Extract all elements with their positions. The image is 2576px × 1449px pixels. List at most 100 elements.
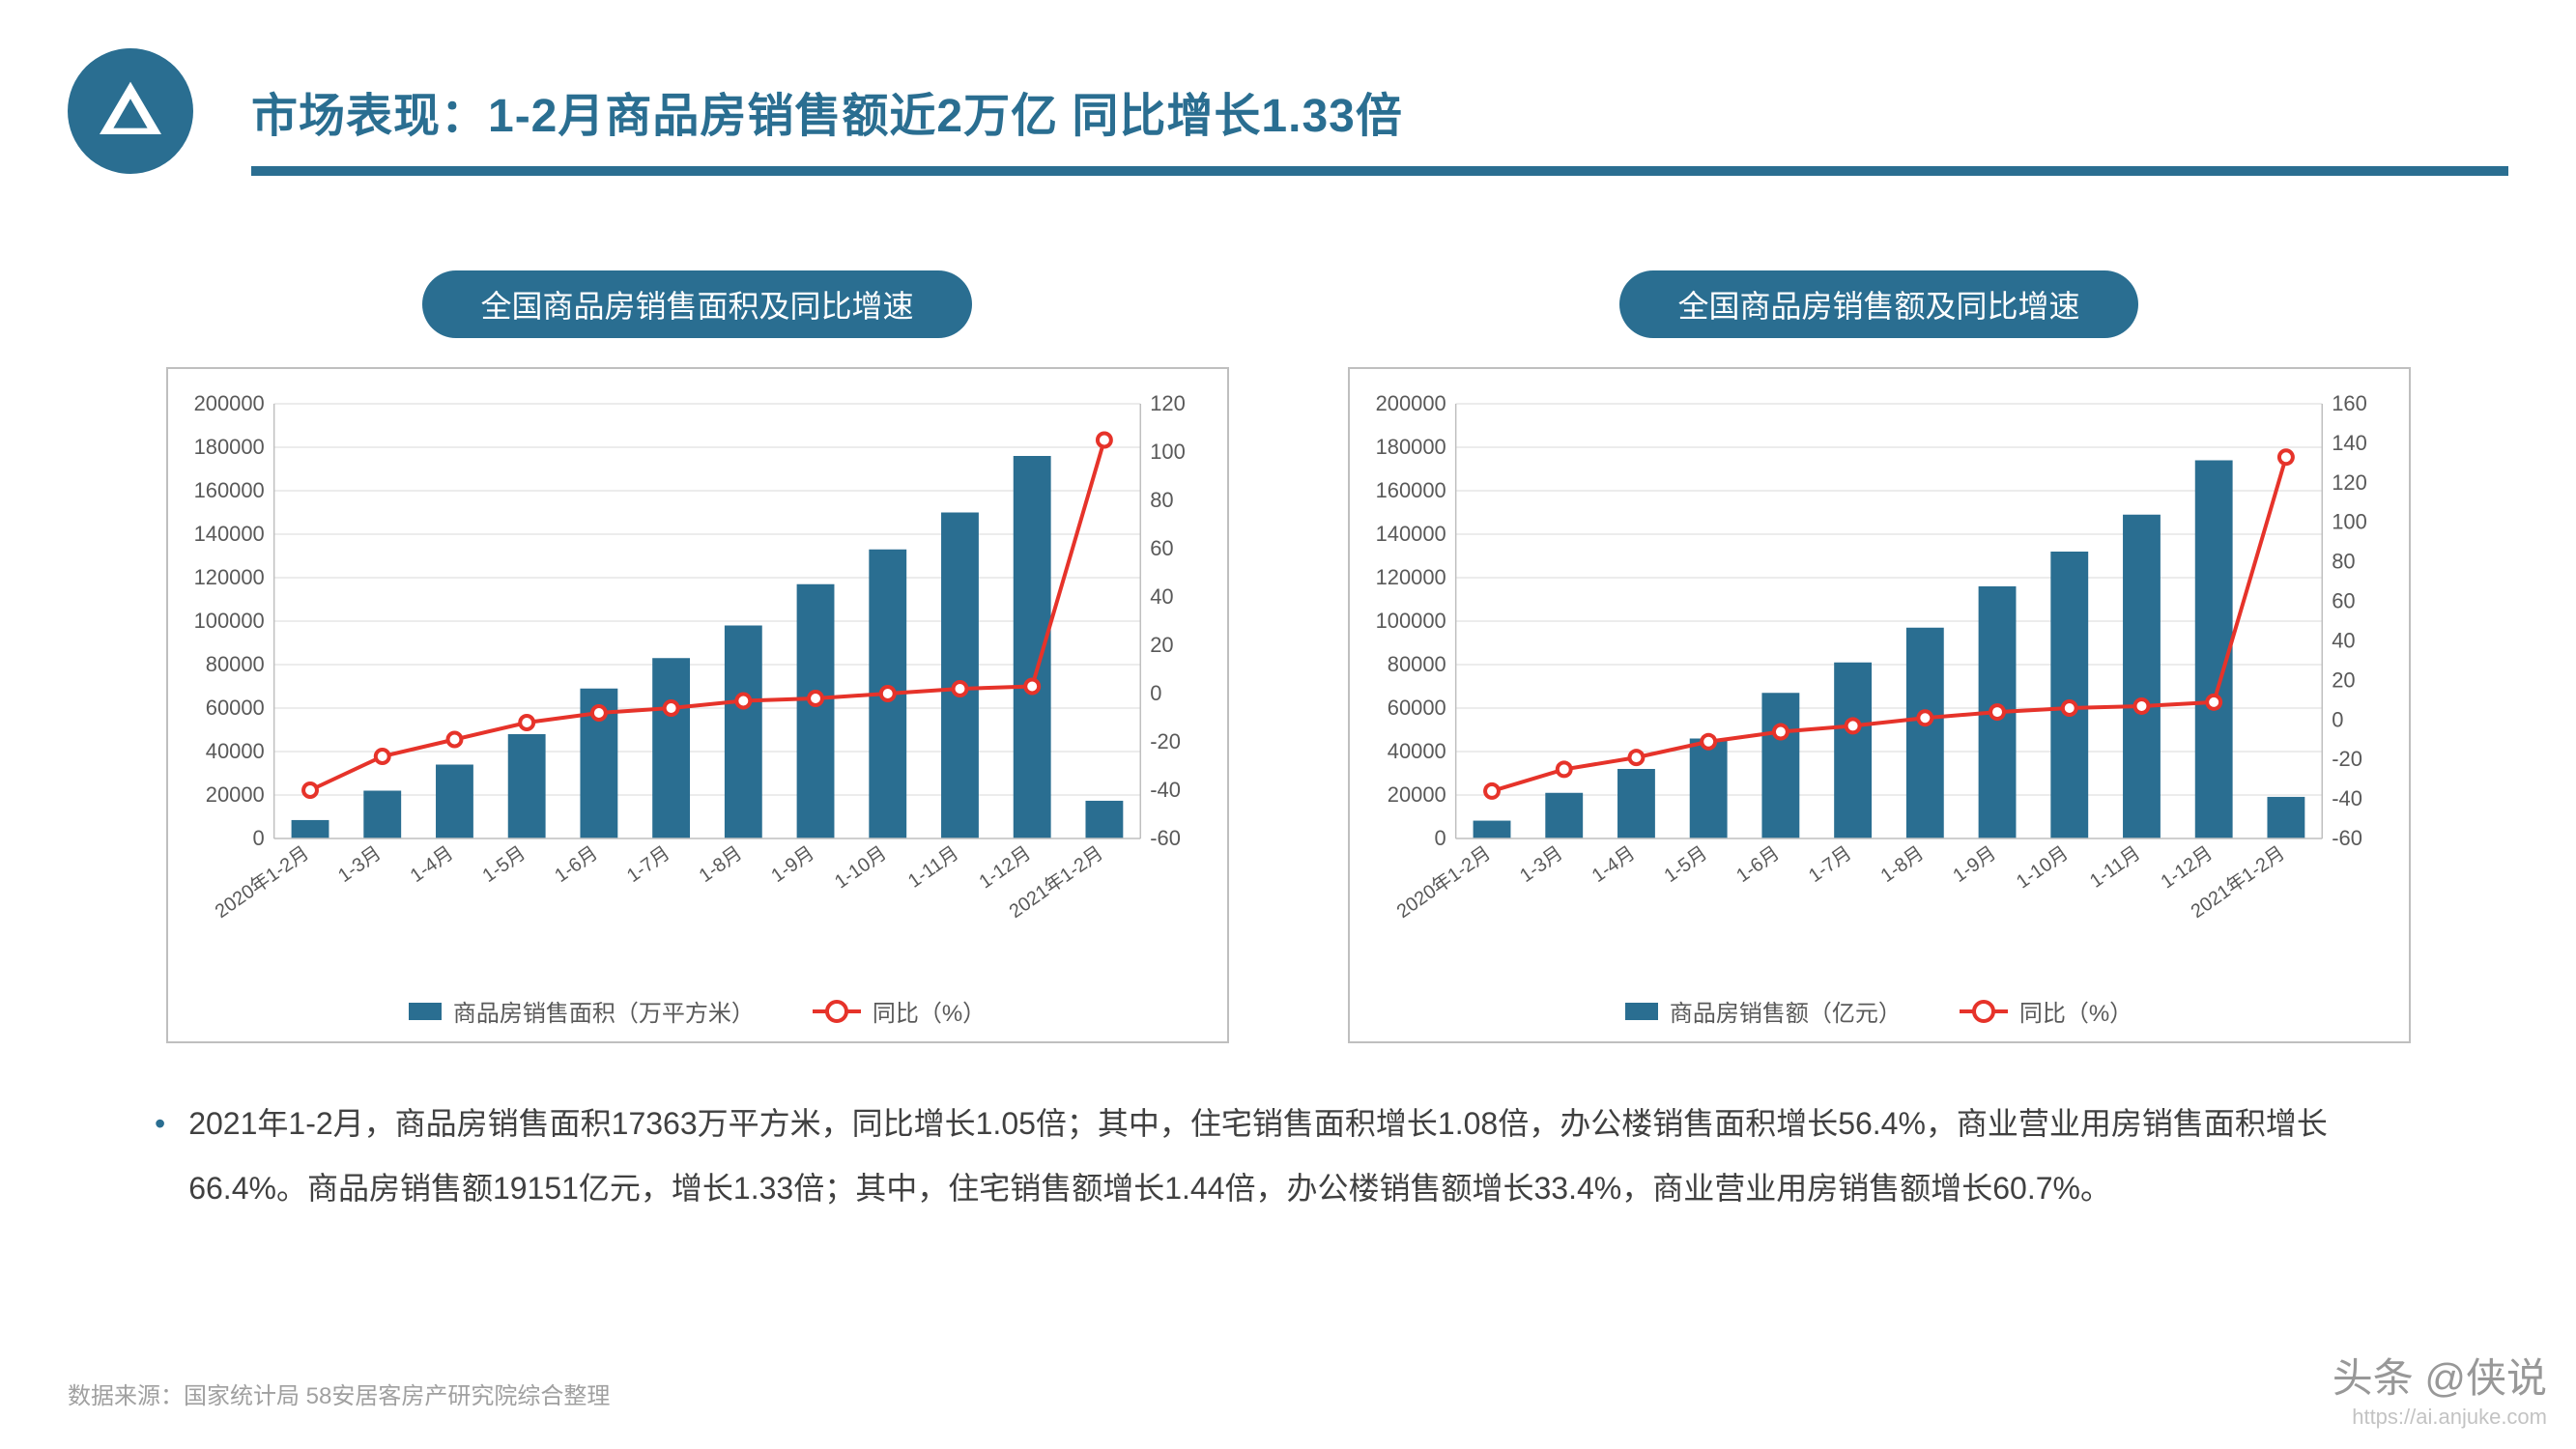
svg-text:-20: -20 <box>1150 729 1181 753</box>
svg-text:60: 60 <box>2332 589 2355 613</box>
chart-right-plot: 0 20000 40000 60000 80000 100000 120000 140000 1… <box>1369 394 2390 945</box>
svg-text:120: 120 <box>2332 470 2367 495</box>
chart-left-box: 0200004000060000800001000001200001400001… <box>166 367 1229 1043</box>
chart-right-title: 全国商品房销售额及同比增速 <box>1619 270 2137 338</box>
watermark-top: 头条 @侠说 <box>2333 1346 2547 1405</box>
svg-text:1-8月: 1-8月 <box>1876 842 1927 887</box>
svg-text:1-3月: 1-3月 <box>334 842 385 887</box>
svg-text:120: 120 <box>1150 394 1186 415</box>
legend-line-label: 同比（%） <box>873 994 986 1028</box>
svg-text:160000: 160000 <box>1375 478 1445 502</box>
svg-text:1-9月: 1-9月 <box>1949 842 1999 887</box>
svg-text:2020年1-2月: 2020年1-2月 <box>1392 841 1495 923</box>
legend-line-label: 同比（%） <box>2019 994 2132 1028</box>
svg-text:120000: 120000 <box>1375 565 1445 589</box>
svg-text:-40: -40 <box>1150 778 1181 802</box>
svg-text:100: 100 <box>2332 510 2367 534</box>
svg-text:60000: 60000 <box>1387 696 1445 720</box>
svg-text:160000: 160000 <box>193 478 264 502</box>
legend-bar-label: 商品房销售额（亿元） <box>1670 994 1902 1028</box>
svg-text:1-4月: 1-4月 <box>406 842 456 887</box>
brand-logo-icon <box>68 48 193 174</box>
svg-text:1-5月: 1-5月 <box>1660 842 1710 887</box>
title-underline <box>251 166 2508 176</box>
chart-left-title: 全国商品房销售面积及同比增速 <box>422 270 971 338</box>
svg-text:1-6月: 1-6月 <box>551 842 601 887</box>
svg-text:-20: -20 <box>2332 747 2362 771</box>
svg-text:200000: 200000 <box>1375 394 1445 415</box>
body-paragraph: 2021年1-2月，商品房销售面积17363万平方米，同比增长1.05倍；其中，… <box>188 1092 2421 1221</box>
legend-bar-swatch-icon <box>1625 1003 1658 1020</box>
svg-text:1-8月: 1-8月 <box>695 842 745 887</box>
svg-text:200000: 200000 <box>193 394 264 415</box>
svg-text:0: 0 <box>252 826 264 850</box>
svg-text:-60: -60 <box>1150 826 1181 850</box>
svg-text:-60: -60 <box>2332 826 2362 850</box>
svg-text:120000: 120000 <box>193 565 264 589</box>
svg-text:1-7月: 1-7月 <box>1804 842 1854 887</box>
charts-row: 全国商品房销售面积及同比增速 0200004000060000800001000… <box>135 270 2441 1043</box>
svg-text:180000: 180000 <box>193 435 264 459</box>
svg-text:180000: 180000 <box>1375 435 1445 459</box>
svg-text:1-7月: 1-7月 <box>622 842 673 887</box>
page-title: 市场表现：1-2月商品房销售额近2万亿 同比增长1.33倍 <box>251 77 2508 145</box>
svg-text:140000: 140000 <box>193 522 264 546</box>
legend-line-swatch-icon <box>813 1009 861 1013</box>
svg-text:0: 0 <box>2332 707 2343 731</box>
svg-text:-40: -40 <box>2332 786 2362 810</box>
chart-left-legend: 商品房销售面积（万平方米） 同比（%） <box>168 994 1227 1028</box>
svg-text:1-3月: 1-3月 <box>1516 842 1566 887</box>
legend-bar-swatch-icon <box>409 1003 442 1020</box>
svg-text:1-11月: 1-11月 <box>903 842 961 893</box>
bullet-item: • 2021年1-2月，商品房销售面积17363万平方米，同比增长1.05倍；其… <box>155 1092 2421 1221</box>
svg-text:40000: 40000 <box>1387 739 1445 763</box>
svg-text:80000: 80000 <box>1387 652 1445 676</box>
chart-left-plot: 0200004000060000800001000001200001400001… <box>187 394 1208 945</box>
svg-text:60000: 60000 <box>205 696 264 720</box>
svg-text:100: 100 <box>1150 440 1186 464</box>
svg-text:20000: 20000 <box>1387 782 1445 807</box>
legend-bar-item: 商品房销售额（亿元） <box>1625 994 1902 1028</box>
svg-text:1-6月: 1-6月 <box>1732 842 1783 887</box>
svg-text:1-4月: 1-4月 <box>1588 842 1638 887</box>
legend-bar-label: 商品房销售面积（万平方米） <box>453 994 755 1028</box>
footer-source: 数据来源：国家统计局 58安居客房产研究院综合整理 <box>68 1377 610 1410</box>
svg-text:1-12月: 1-12月 <box>975 842 1035 893</box>
chart-left-column: 全国商品房销售面积及同比增速 0 20000 40000 60000 80000 100 0… <box>135 270 1259 1043</box>
svg-text:1-9月: 1-9月 <box>767 842 817 887</box>
chart-right-box: 0 20000 40000 60000 80000 100000 120000 140000 1… <box>1348 367 2411 1043</box>
svg-text:20000: 20000 <box>205 782 264 807</box>
body-text-block: • 2021年1-2月，商品房销售面积17363万平方米，同比增长1.05倍；其… <box>155 1092 2421 1221</box>
legend-line-swatch-icon <box>1960 1009 2008 1013</box>
svg-text:1-11月: 1-11月 <box>2085 842 2143 893</box>
svg-text:140000: 140000 <box>1375 522 1445 546</box>
svg-text:0: 0 <box>1434 826 1445 850</box>
svg-text:80: 80 <box>2332 550 2355 574</box>
svg-text:140: 140 <box>2332 431 2367 455</box>
legend-line-item: 同比（%） <box>1960 994 2132 1028</box>
svg-text:0: 0 <box>1150 681 1161 705</box>
svg-text:80000: 80000 <box>205 652 264 676</box>
svg-text:100000: 100000 <box>1375 609 1445 633</box>
svg-text:1-5月: 1-5月 <box>478 842 529 887</box>
title-block: 市场表现：1-2月商品房销售额近2万亿 同比增长1.33倍 <box>251 77 2508 176</box>
chart-right-legend: 商品房销售额（亿元） 同比（%） <box>1350 994 2409 1028</box>
svg-text:20: 20 <box>1150 633 1173 657</box>
svg-text:60: 60 <box>1150 536 1173 560</box>
svg-text:20: 20 <box>2332 668 2355 692</box>
chart-right-column: 全国商品房销售额及同比增速 02000040000600008000010000… <box>1317 270 2441 1043</box>
svg-text:80: 80 <box>1150 488 1173 512</box>
svg-text:1-10月: 1-10月 <box>831 842 891 893</box>
legend-bar-item: 商品房销售面积（万平方米） <box>409 994 755 1028</box>
svg-text:1-10月: 1-10月 <box>2013 842 2073 893</box>
svg-text:40: 40 <box>1150 584 1173 609</box>
watermark-url: https://ai.anjuke.com <box>2333 1405 2547 1430</box>
svg-text:1-12月: 1-12月 <box>2157 842 2217 893</box>
svg-text:160: 160 <box>2332 394 2367 415</box>
svg-text:2020年1-2月: 2020年1-2月 <box>211 841 313 923</box>
svg-text:40000: 40000 <box>205 739 264 763</box>
svg-text:40: 40 <box>2332 628 2355 652</box>
watermark: 头条 @侠说 https://ai.anjuke.com <box>2333 1346 2547 1430</box>
bullet-icon: • <box>155 1092 165 1221</box>
legend-line-item: 同比（%） <box>813 994 986 1028</box>
